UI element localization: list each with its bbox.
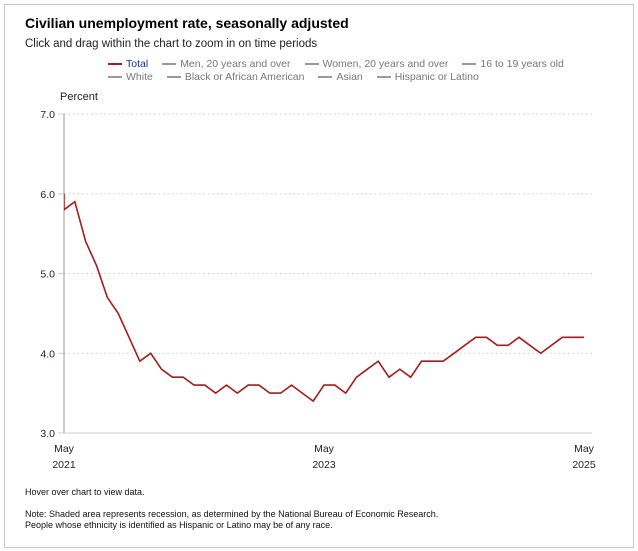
legend-item[interactable]: Hispanic or Latino [376, 71, 479, 83]
legend-item[interactable]: White [108, 71, 153, 83]
x-tick-year: 2023 [312, 459, 336, 471]
legend-label: Black or African American [184, 71, 305, 83]
y-tick-label: 5.0 [40, 269, 55, 281]
x-tick-month: May [574, 443, 595, 455]
legend-label: 16 to 19 years old [480, 58, 564, 70]
legend-item[interactable]: 16 to 19 years old [462, 58, 564, 70]
chart-title: Civilian unemployment rate, seasonally a… [25, 15, 349, 31]
x-tick-year: 2021 [52, 459, 76, 471]
legend-label: Hispanic or Latino [394, 71, 479, 83]
legend-label: Asian [336, 71, 363, 83]
hover-note: Hover over chart to view data. [25, 487, 145, 497]
legend-label: Men, 20 years and over [180, 58, 291, 70]
recession-note: Note: Shaded area represents recession, … [25, 509, 439, 519]
legend-item[interactable]: Women, 20 years and over [304, 58, 449, 70]
legend-item[interactable]: Total [108, 58, 148, 70]
y-tick-label: 6.0 [40, 189, 55, 201]
legend-item[interactable]: Black or African American [166, 71, 305, 83]
x-tick-year: 2025 [572, 459, 596, 471]
legend-swatch [162, 63, 177, 65]
y-axis-label: Percent [60, 91, 98, 103]
legend-swatch [304, 63, 319, 65]
legend-swatch [376, 76, 391, 78]
x-tick-month: May [54, 443, 75, 455]
legend-swatch [108, 76, 122, 78]
legend-item[interactable]: Men, 20 years and over [162, 58, 291, 70]
legend-label: Total [126, 58, 149, 70]
series-line-total [64, 193, 584, 403]
legend-label: Women, 20 years and over [322, 58, 449, 70]
legend-swatch [318, 76, 333, 78]
legend-label: White [126, 71, 153, 83]
legend-swatch [108, 63, 122, 65]
chart-frame [4, 4, 634, 548]
chart-subtitle: Click and drag within the chart to zoom … [25, 38, 318, 50]
x-tick-month: May [314, 443, 335, 455]
ethnicity-note: People whose ethnicity is identified as … [25, 520, 333, 530]
y-tick-label: 7.0 [40, 109, 55, 121]
legend-swatch [166, 76, 181, 78]
legend-item[interactable]: Asian [318, 71, 363, 83]
y-tick-label: 4.0 [40, 348, 55, 360]
y-tick-label: 3.0 [40, 428, 55, 440]
legend-swatch [462, 63, 477, 65]
